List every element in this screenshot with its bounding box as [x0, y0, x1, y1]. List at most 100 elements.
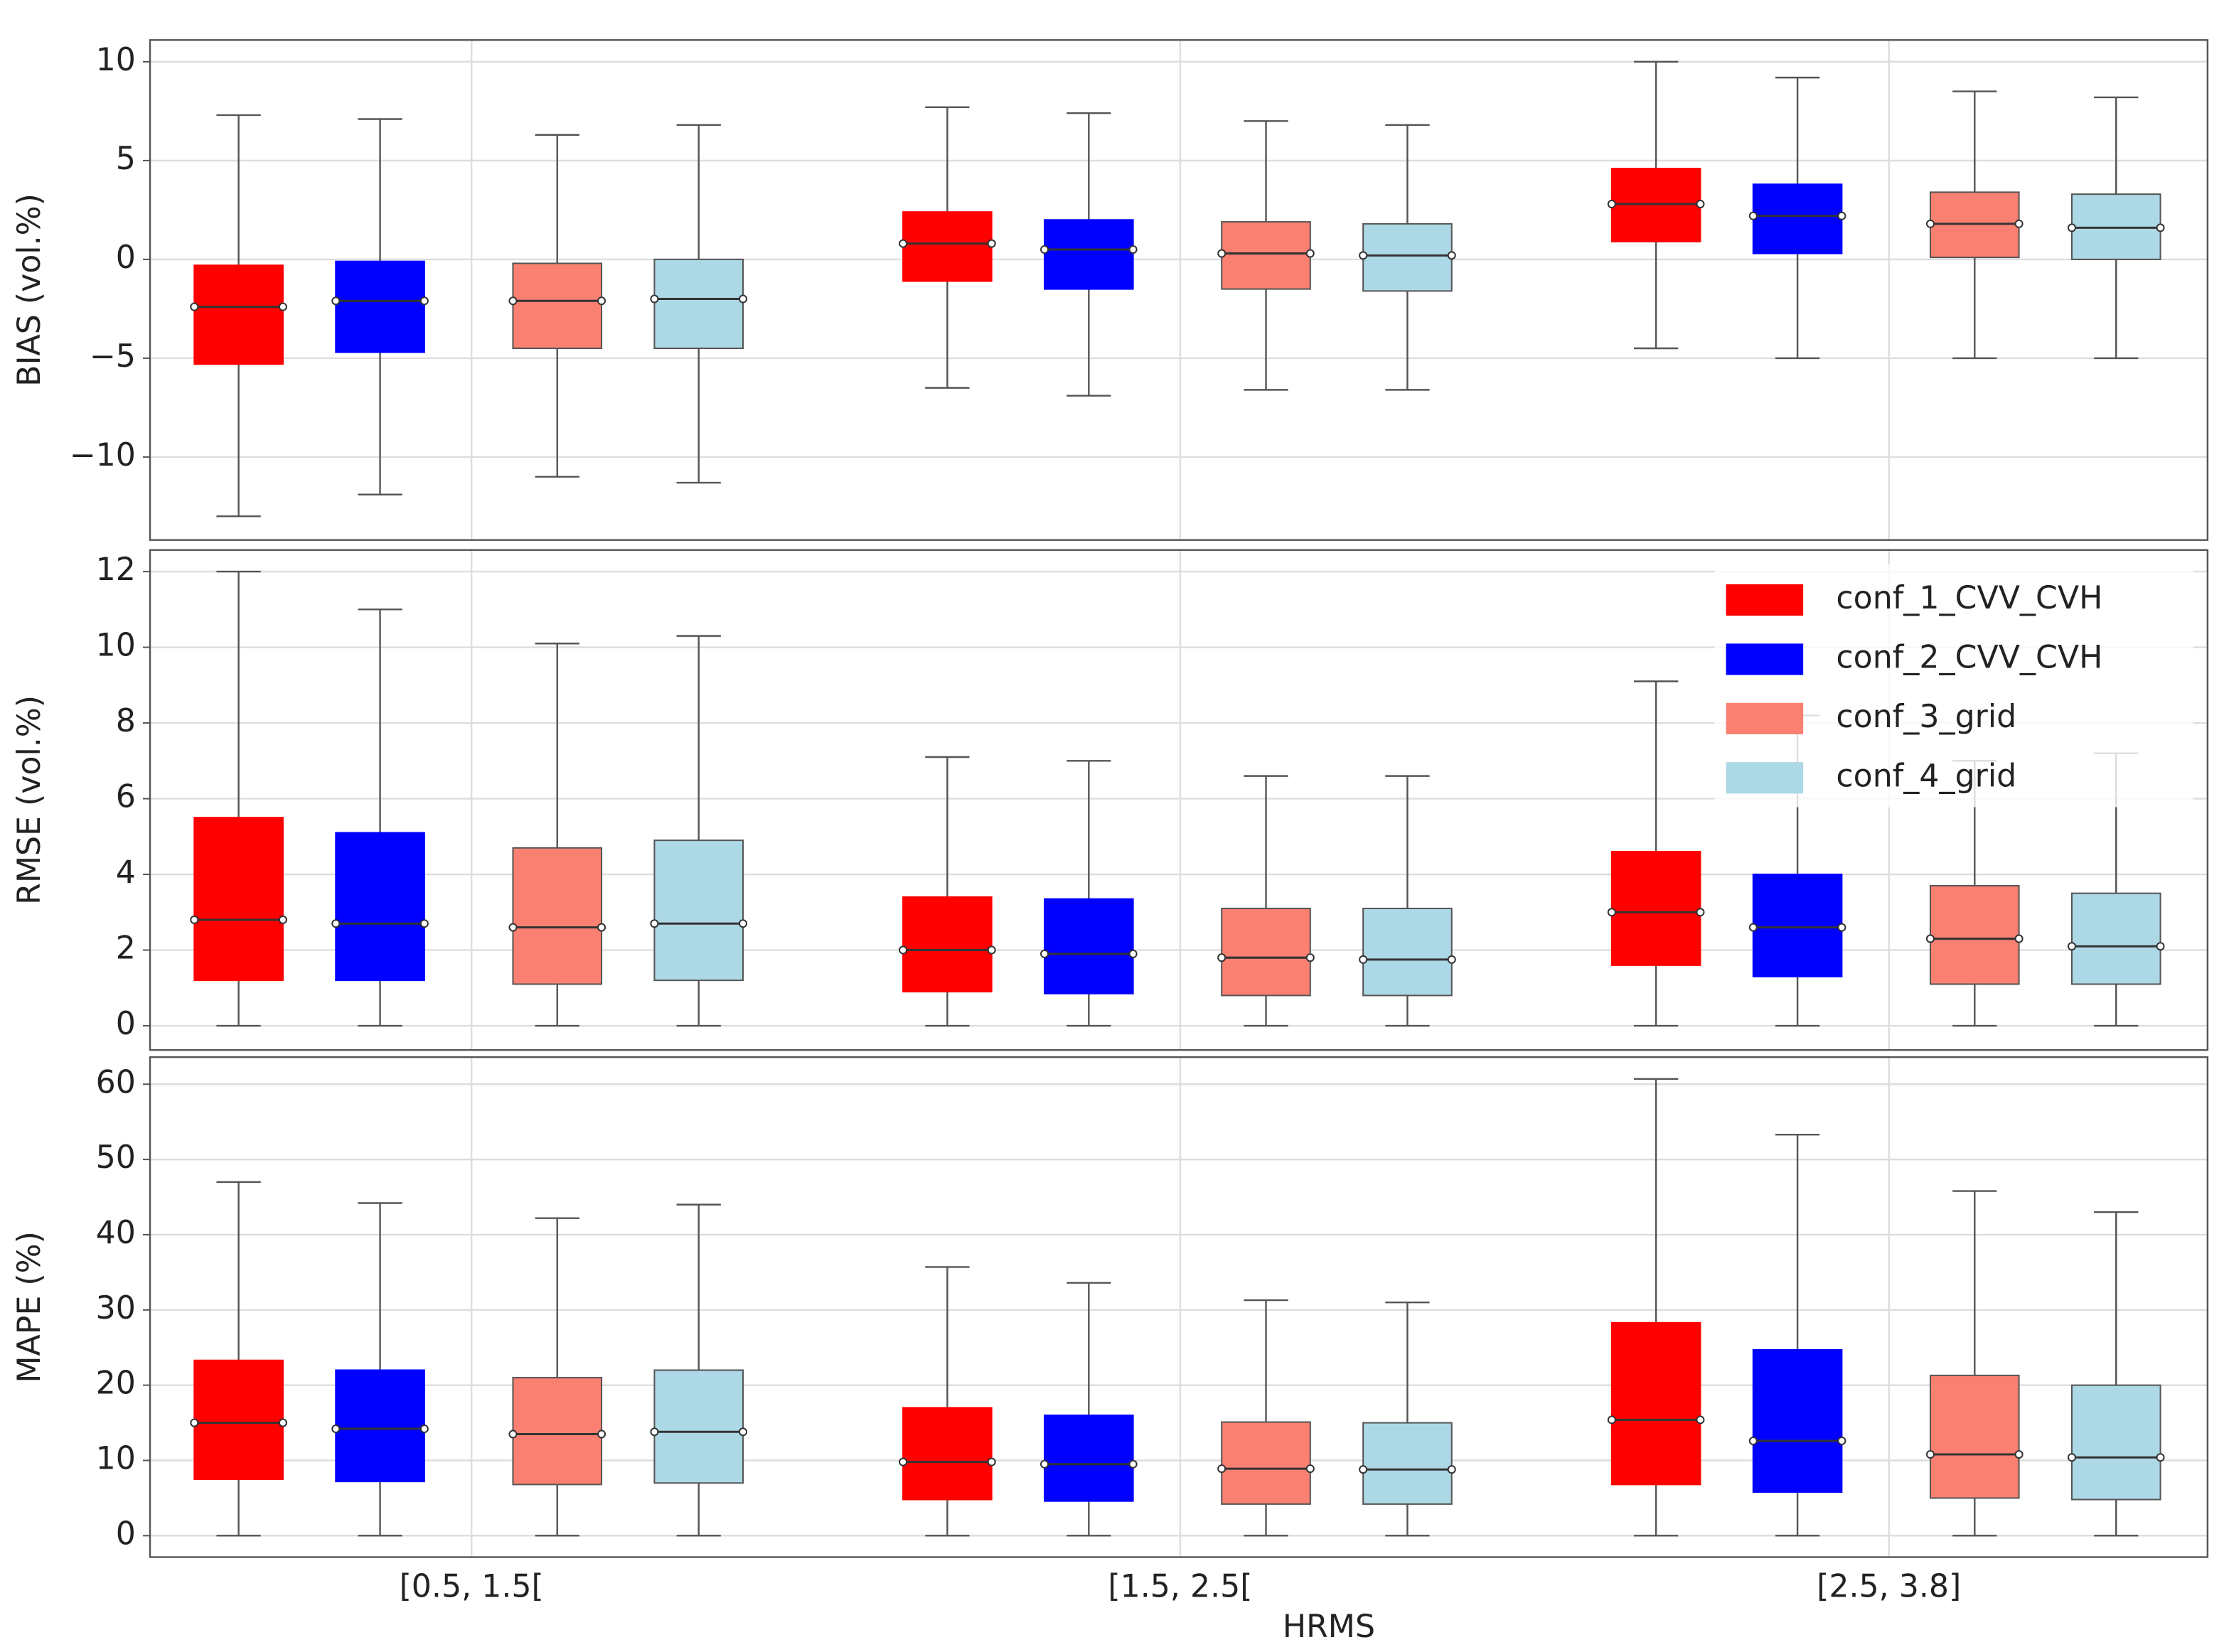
y-tick-label: 10 [96, 42, 136, 78]
plot-frame [149, 549, 2209, 1051]
median-marker [899, 239, 908, 248]
median-marker [1359, 1465, 1368, 1474]
median-marker [1359, 251, 1368, 260]
y-tick-label: 6 [116, 779, 136, 815]
median-marker [1607, 908, 1616, 917]
box [650, 124, 748, 484]
box-body [1929, 1374, 2020, 1499]
median-marker [2067, 223, 2076, 232]
box [2067, 752, 2165, 1027]
box-body [1044, 219, 1134, 290]
median-marker [419, 1425, 429, 1434]
median-marker [419, 919, 429, 928]
median-marker [508, 296, 518, 306]
y-tick-label: 0 [116, 1006, 136, 1042]
box [899, 756, 996, 1027]
y-tick-label: 0 [116, 1516, 136, 1552]
box [331, 118, 429, 495]
median-marker [738, 919, 748, 928]
box [1359, 1302, 1456, 1537]
box [331, 608, 429, 1027]
y-tick-label: 4 [116, 854, 136, 891]
legend-swatch [1726, 584, 1804, 616]
y-axis-label: RMSE (vol.%) [11, 695, 48, 905]
y-tick-label: 20 [96, 1366, 136, 1402]
box [508, 643, 606, 1027]
legend-label: conf_2_CVV_CVH [1836, 639, 2102, 675]
box-body [653, 1369, 744, 1484]
median-marker [1217, 953, 1226, 962]
median-marker [1696, 200, 1705, 209]
box-body [653, 840, 744, 982]
y-tick-label: −5 [90, 338, 136, 375]
median-marker [1748, 1436, 1758, 1446]
median-marker [1305, 953, 1315, 962]
legend-label: conf_1_CVV_CVH [1836, 580, 2102, 616]
median-marker [1217, 1464, 1226, 1474]
box-body [1752, 874, 1843, 977]
median-marker [2067, 942, 2076, 951]
box [190, 114, 287, 517]
median-marker [1040, 1459, 1049, 1469]
median-marker [738, 294, 748, 304]
box-body [653, 258, 744, 350]
box-body [193, 1359, 284, 1480]
median-marker [1607, 200, 1616, 209]
legend-label: conf_3_grid [1836, 699, 2016, 735]
median-marker [1837, 211, 1846, 220]
box [1359, 124, 1456, 391]
median-marker [419, 296, 429, 306]
box [650, 635, 748, 1027]
median-marker [2014, 934, 2024, 943]
y-tick-label: 50 [96, 1139, 136, 1176]
median-marker [1925, 1450, 1935, 1459]
median-marker [597, 296, 606, 306]
y-tick-label: 2 [116, 930, 136, 967]
median-marker [738, 1427, 748, 1437]
box-body [2070, 892, 2161, 985]
median-marker [1696, 908, 1705, 917]
median-marker [650, 1427, 659, 1437]
y-tick-label: 8 [116, 703, 136, 739]
median-marker [1925, 934, 1935, 943]
box-body [1752, 1348, 1843, 1493]
median-marker [2156, 942, 2165, 951]
median-marker [899, 1457, 908, 1466]
box-body [1221, 1421, 1311, 1505]
box-body [1362, 907, 1453, 997]
box-body [1610, 851, 1701, 966]
median-marker [1447, 1465, 1456, 1474]
median-marker [1040, 949, 1049, 958]
box [1217, 1299, 1315, 1537]
box-body [1752, 183, 1843, 254]
median-marker [190, 1418, 199, 1427]
y-tick-label: 30 [96, 1290, 136, 1326]
median-marker [987, 945, 996, 955]
median-marker [2014, 219, 2024, 228]
median-marker [899, 945, 908, 955]
legend-swatch [1726, 762, 1804, 794]
box [899, 1266, 996, 1537]
box [508, 1217, 606, 1537]
median-marker [2067, 1453, 2076, 1462]
median-marker [1040, 245, 1049, 254]
box-body [902, 1407, 993, 1501]
median-marker [650, 919, 659, 928]
box-body [1362, 222, 1453, 292]
box [2067, 96, 2165, 360]
box-body [512, 262, 603, 350]
median-marker [331, 919, 341, 928]
box-body [1929, 885, 2020, 985]
box [1040, 1282, 1138, 1537]
median-marker [1217, 249, 1226, 258]
median-marker [1305, 249, 1315, 258]
x-tick-label: [1.5, 2.5[ [1108, 1569, 1252, 1605]
median-marker [1128, 1459, 1138, 1469]
box [1040, 112, 1138, 397]
median-marker [1837, 923, 1846, 932]
box-body [1044, 1414, 1134, 1502]
box [1748, 1133, 1846, 1537]
box-body [335, 1369, 425, 1483]
median-marker [508, 1430, 518, 1439]
